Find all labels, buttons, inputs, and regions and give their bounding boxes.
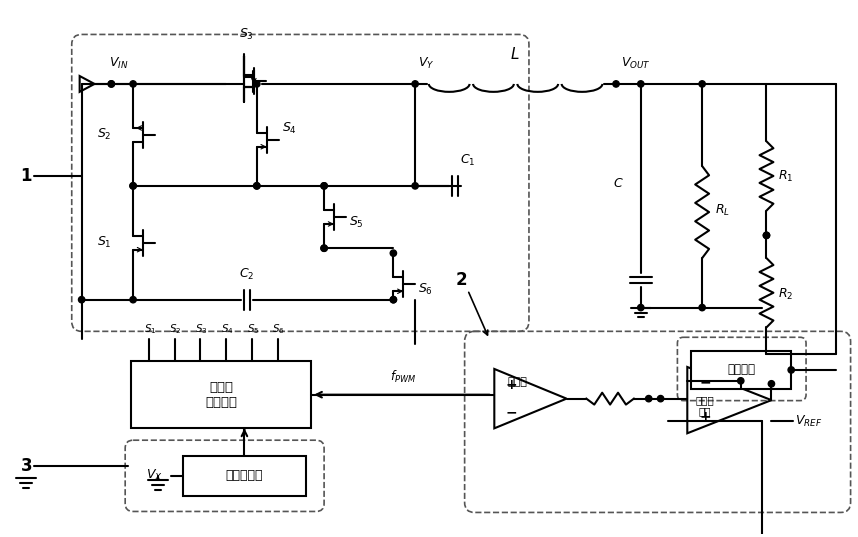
Text: $f_{PWM}$: $f_{PWM}$ — [390, 369, 416, 385]
Text: $V_Y$: $V_Y$ — [418, 56, 435, 71]
Circle shape — [254, 183, 260, 189]
Text: $L$: $L$ — [511, 46, 520, 62]
Circle shape — [390, 296, 396, 303]
Circle shape — [738, 378, 744, 384]
Circle shape — [637, 81, 644, 87]
Circle shape — [412, 81, 419, 87]
Circle shape — [699, 304, 705, 311]
Circle shape — [657, 395, 664, 402]
Text: $S_3$: $S_3$ — [239, 27, 253, 42]
Circle shape — [78, 296, 85, 303]
Text: 补偶网络: 补偶网络 — [728, 364, 755, 376]
Circle shape — [764, 232, 770, 238]
Circle shape — [321, 183, 327, 189]
Circle shape — [130, 183, 136, 189]
Bar — [131, 361, 311, 429]
Text: $R_L$: $R_L$ — [715, 203, 730, 218]
Text: $V_{OUT}$: $V_{OUT}$ — [621, 56, 650, 71]
Circle shape — [254, 183, 260, 189]
Circle shape — [613, 81, 619, 87]
Circle shape — [645, 395, 652, 402]
Text: $S_6$: $S_6$ — [272, 323, 285, 336]
Text: 1: 1 — [21, 167, 32, 185]
Text: $R_1$: $R_1$ — [778, 169, 794, 184]
Text: $S_3$: $S_3$ — [195, 323, 208, 336]
Circle shape — [764, 232, 770, 238]
Text: 2: 2 — [456, 271, 468, 289]
Circle shape — [788, 367, 795, 373]
Text: $C_2$: $C_2$ — [239, 267, 255, 282]
Circle shape — [699, 81, 705, 87]
Text: 误差放
大器: 误差放 大器 — [696, 395, 715, 416]
Circle shape — [254, 81, 260, 87]
Text: $S_5$: $S_5$ — [246, 323, 259, 336]
Circle shape — [321, 245, 327, 251]
Text: $R_2$: $R_2$ — [778, 287, 794, 302]
Circle shape — [321, 183, 327, 189]
Text: $S_4$: $S_4$ — [281, 120, 297, 135]
Circle shape — [390, 296, 396, 303]
Text: $C$: $C$ — [613, 177, 624, 191]
Circle shape — [130, 296, 136, 303]
Text: $C_1$: $C_1$ — [460, 153, 475, 168]
Text: $V_{IN}$: $V_{IN}$ — [109, 56, 129, 71]
Text: $S_5$: $S_5$ — [349, 214, 364, 229]
Circle shape — [108, 81, 114, 87]
Text: $V_X$: $V_X$ — [146, 468, 163, 483]
Text: $S_4$: $S_4$ — [221, 323, 233, 336]
Circle shape — [130, 81, 136, 87]
Bar — [183, 456, 306, 496]
Text: $S_1$: $S_1$ — [97, 235, 112, 250]
Text: −: − — [699, 376, 711, 390]
Text: $S_6$: $S_6$ — [418, 282, 433, 297]
Text: 比较器: 比较器 — [507, 377, 527, 387]
Text: $S_2$: $S_2$ — [169, 323, 182, 336]
Text: 零电流检测: 零电流检测 — [226, 469, 263, 482]
Circle shape — [637, 304, 644, 311]
Circle shape — [108, 81, 114, 87]
Text: 3: 3 — [21, 457, 32, 475]
Text: +: + — [699, 410, 711, 424]
Circle shape — [412, 183, 419, 189]
Text: +: + — [505, 378, 517, 392]
Text: $V_{REF}$: $V_{REF}$ — [795, 414, 823, 429]
Circle shape — [130, 183, 136, 189]
Circle shape — [390, 250, 396, 256]
Text: $S_2$: $S_2$ — [97, 127, 112, 142]
Text: 驱动及
死区控制: 驱动及 死区控制 — [205, 381, 237, 409]
Text: $S_1$: $S_1$ — [143, 323, 156, 336]
Text: −: − — [505, 405, 517, 419]
Bar — [692, 351, 791, 389]
Circle shape — [768, 381, 775, 387]
Circle shape — [321, 245, 327, 251]
